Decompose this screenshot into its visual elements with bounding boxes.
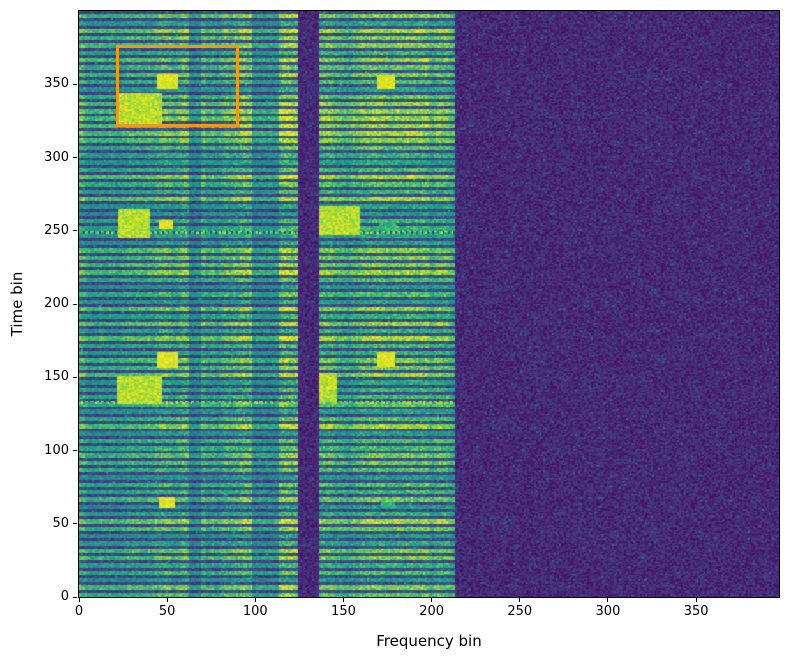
y-tick-mark-0 xyxy=(73,596,77,598)
y-tick-mark-50 xyxy=(73,523,77,525)
annotation-rectangle xyxy=(116,44,240,127)
y-tick-mark-200 xyxy=(73,303,77,305)
plot-area xyxy=(78,10,780,598)
y-tick-label-150: 150 xyxy=(44,369,69,385)
x-tick-mark-150 xyxy=(342,598,344,602)
x-tick-mark-350 xyxy=(695,598,697,602)
y-tick-mark-300 xyxy=(73,157,77,158)
y-tick-mark-150 xyxy=(73,376,77,378)
y-tick-mark-100 xyxy=(73,450,77,451)
x-tick-mark-50 xyxy=(166,598,168,602)
y-tick-label-350: 350 xyxy=(44,76,69,92)
x-tick-label-350: 350 xyxy=(683,604,709,619)
x-tick-label-50: 50 xyxy=(158,604,176,619)
x-tick-label-100: 100 xyxy=(242,604,268,619)
y-tick-label-300: 300 xyxy=(44,149,69,165)
x-tick-label-0: 0 xyxy=(74,604,84,619)
x-tick-mark-300 xyxy=(607,598,609,602)
x-tick-mark-0 xyxy=(78,598,80,602)
x-tick-label-200: 200 xyxy=(419,604,445,619)
x-tick-mark-100 xyxy=(254,598,256,602)
x-axis-label: Frequency bin xyxy=(376,632,482,650)
y-tick-mark-350 xyxy=(73,83,77,85)
x-tick-label-300: 300 xyxy=(595,604,621,619)
y-axis-label: Time bin xyxy=(8,271,26,337)
y-tick-mark-250 xyxy=(73,230,77,232)
y-tick-label-200: 200 xyxy=(44,296,69,311)
spectrogram-heatmap xyxy=(79,11,779,597)
x-tick-label-250: 250 xyxy=(507,604,533,619)
y-tick-label-250: 250 xyxy=(44,222,69,238)
y-tick-label-50: 50 xyxy=(52,515,69,531)
y-tick-label-100: 100 xyxy=(44,442,69,458)
x-tick-label-150: 150 xyxy=(331,604,356,619)
x-tick-mark-200 xyxy=(431,598,433,602)
y-tick-label-0: 0 xyxy=(60,589,69,604)
x-tick-mark-250 xyxy=(519,598,521,602)
